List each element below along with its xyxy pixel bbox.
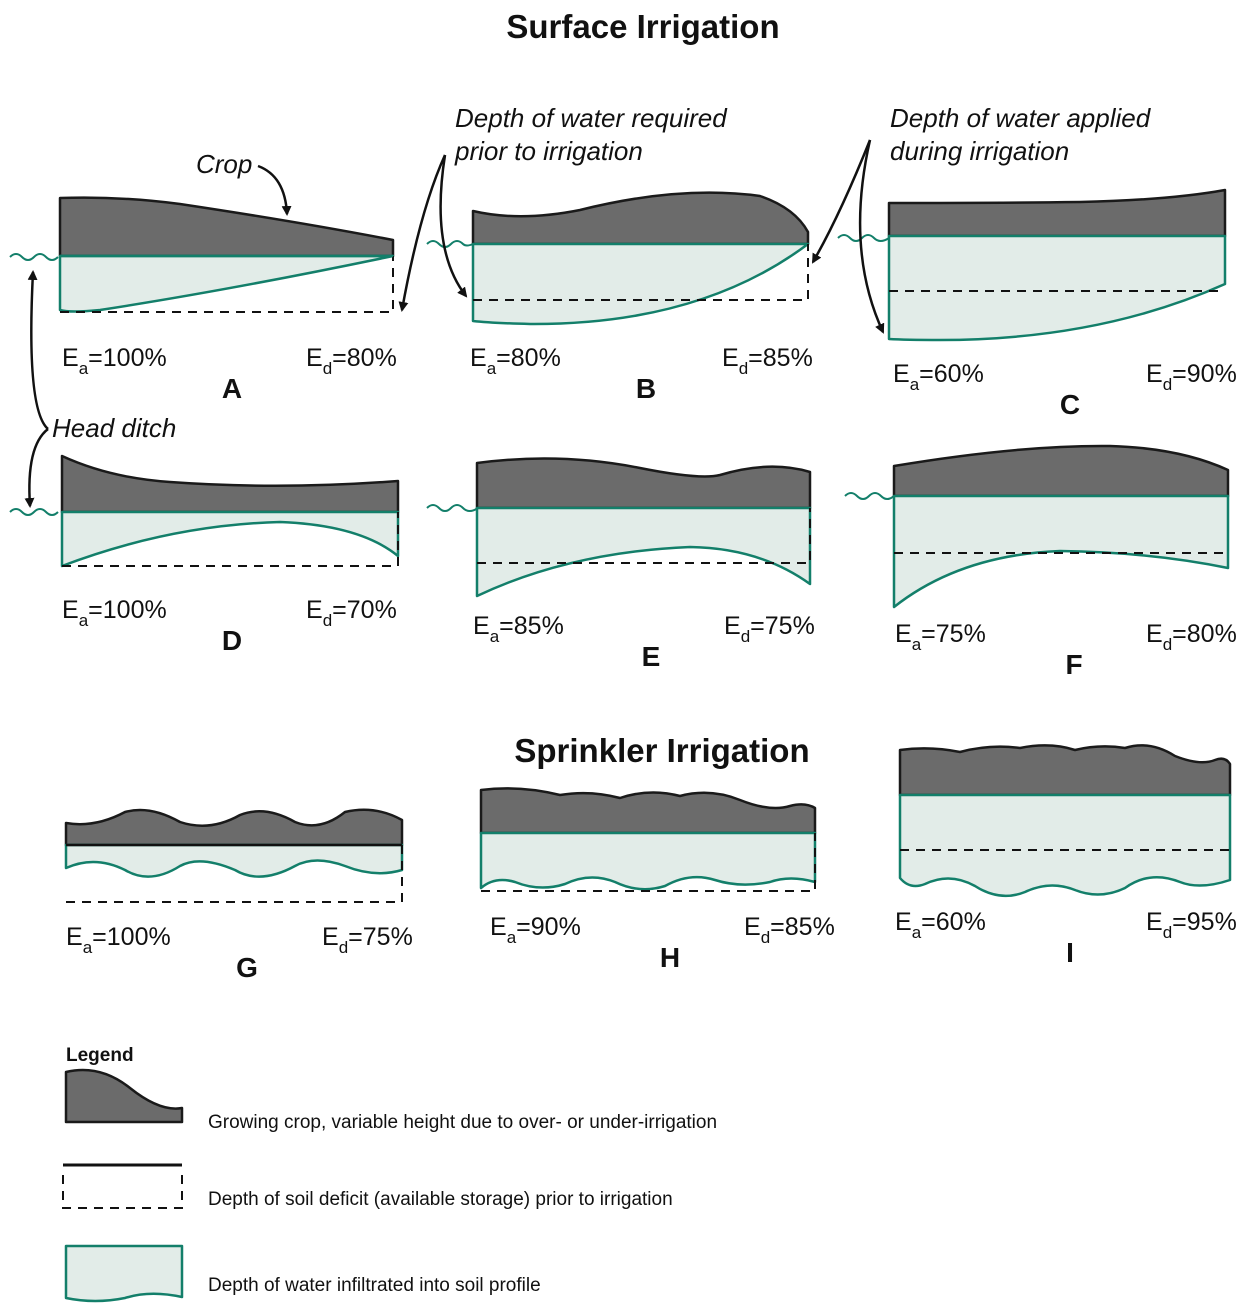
efficiency-labels: Ea=100% Ed=80% A Ea=80% Ed=85% B Ea=60% Ed=90% C… xyxy=(62,344,1237,983)
panel-f-ea-label: Ea=75% xyxy=(895,620,986,654)
panel-c-letter: C xyxy=(1060,389,1080,420)
panel-i-ea-label: Ea=60% xyxy=(895,908,986,942)
panel-b-ea-label: Ea=80% xyxy=(470,344,561,378)
panel-b xyxy=(426,191,810,326)
panel-b-ed-label: Ed=85% xyxy=(722,344,813,378)
head-ditch-wave xyxy=(837,234,890,242)
crop-area xyxy=(64,808,404,847)
head-ditch-annotation: Head ditch xyxy=(52,413,176,443)
panel-e-letter: E xyxy=(642,641,661,672)
applied-annotation-line1: Depth of water applied xyxy=(890,103,1152,133)
panel-g xyxy=(64,808,404,903)
applied-arrow-c xyxy=(858,139,885,334)
infiltrated-water-area xyxy=(887,234,1227,342)
infiltrated-water-area xyxy=(60,510,400,568)
panel-g-ea-label: Ea=100% xyxy=(66,923,171,957)
legend-crop-text: Growing crop, variable height due to ove… xyxy=(208,1112,717,1133)
legend: Legend Growing crop, variable height due… xyxy=(62,1045,717,1303)
soil-deficit-line xyxy=(62,512,399,567)
panel-d-ea-label: Ea=100% xyxy=(62,596,167,630)
required-annotation-line2: prior to irrigation xyxy=(454,136,643,166)
panel-e xyxy=(426,457,812,598)
panel-g-letter: G xyxy=(236,952,258,983)
head-ditch-wave xyxy=(844,492,895,500)
crop-area xyxy=(898,744,1232,797)
panel-i-letter: I xyxy=(1066,937,1074,968)
panel-f xyxy=(844,444,1230,609)
applied-annotation-line2: during irrigation xyxy=(890,136,1069,166)
legend-infiltrated-swatch xyxy=(64,1244,184,1303)
soil-deficit-line xyxy=(477,508,811,564)
crop-area xyxy=(58,196,395,258)
crop-area xyxy=(60,454,400,514)
panel-h-letter: H xyxy=(660,942,680,973)
head-ditch-wave xyxy=(426,240,474,248)
legend-deficit-swatch xyxy=(62,1175,183,1209)
panel-i xyxy=(898,744,1232,898)
soil-deficit-line xyxy=(481,833,816,892)
panel-e-ea-label: Ea=85% xyxy=(473,612,564,646)
panel-a-ed-label: Ed=80% xyxy=(306,344,397,378)
panel-c-ea-label: Ea=60% xyxy=(893,360,984,394)
panel-f-letter: F xyxy=(1065,649,1082,680)
surface-irrigation-title: Surface Irrigation xyxy=(506,8,779,45)
panel-g-ed-label: Ed=75% xyxy=(322,923,413,957)
required-annotation-line1: Depth of water required xyxy=(455,103,728,133)
panel-h-ed-label: Ed=85% xyxy=(744,913,835,947)
crop-area xyxy=(479,787,817,835)
crop-arrow xyxy=(257,164,292,216)
crop-area xyxy=(475,457,812,510)
required-arrow-b xyxy=(439,154,468,298)
soil-deficit-line xyxy=(473,244,809,301)
infiltrated-water-area xyxy=(58,254,395,313)
crop-annotation: Crop xyxy=(196,149,252,179)
sprinkler-irrigation-title: Sprinkler Irrigation xyxy=(514,732,809,769)
panel-f-ed-label: Ed=80% xyxy=(1146,620,1237,654)
soil-deficit-line xyxy=(66,845,403,903)
infiltrated-water-area xyxy=(471,242,810,326)
infiltrated-water-area xyxy=(479,831,817,891)
crop-area xyxy=(887,188,1227,238)
panel-h-ea-label: Ea=90% xyxy=(490,913,581,947)
legend-infiltrated-text: Depth of water infiltrated into soil pro… xyxy=(208,1275,541,1296)
panel-d xyxy=(9,454,400,568)
crop-area xyxy=(471,191,810,246)
head-ditch-arrow-up xyxy=(27,270,49,430)
required-arrow-a xyxy=(398,154,447,312)
panel-a-ea-label: Ea=100% xyxy=(62,344,167,378)
infiltrated-water-area xyxy=(892,494,1230,609)
panel-a-letter: A xyxy=(222,373,242,404)
head-ditch-wave xyxy=(426,504,479,512)
panel-e-ed-label: Ed=75% xyxy=(724,612,815,646)
panel-a xyxy=(9,196,395,313)
soil-deficit-line xyxy=(60,256,394,313)
infiltrated-water-area xyxy=(898,793,1232,898)
legend-crop-swatch xyxy=(64,1068,184,1124)
head-ditch-arrow-down xyxy=(24,428,49,508)
panel-c xyxy=(837,188,1227,342)
crop-area xyxy=(892,444,1230,498)
panel-d-letter: D xyxy=(222,625,242,656)
legend-deficit-text: Depth of soil deficit (available storage… xyxy=(208,1189,673,1210)
panel-h xyxy=(479,787,817,892)
infiltrated-water-area xyxy=(475,506,812,598)
head-ditch-wave xyxy=(9,253,59,261)
panel-b-letter: B xyxy=(636,373,656,404)
applied-arrow-b xyxy=(811,139,872,264)
panel-c-ed-label: Ed=90% xyxy=(1146,360,1237,394)
panel-d-ed-label: Ed=70% xyxy=(306,596,397,630)
legend-title: Legend xyxy=(66,1045,134,1066)
head-ditch-wave xyxy=(9,508,59,516)
infiltrated-water-area xyxy=(64,843,404,878)
panel-i-ed-label: Ed=95% xyxy=(1146,908,1237,942)
